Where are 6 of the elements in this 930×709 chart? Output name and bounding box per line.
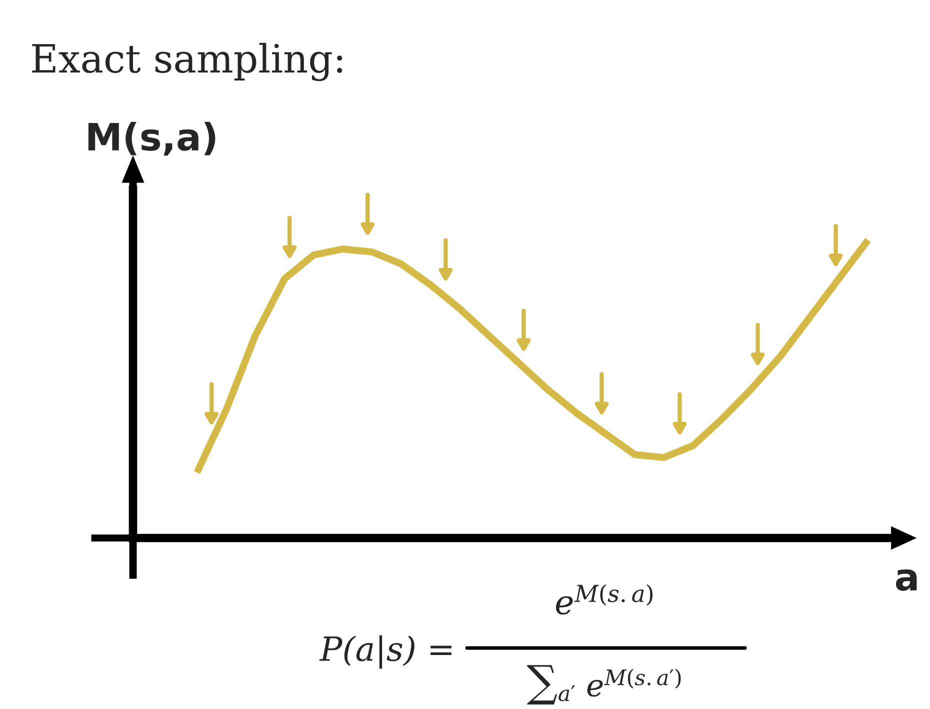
x-axis-title: a (896, 569, 917, 591)
y-axis-title: M(s,a) (88, 122, 216, 156)
text: P(a|s) = (319, 635, 452, 669)
text: e$^{M(s.a)}$ (556, 584, 653, 615)
chart-title: Exact sampling: (32, 42, 342, 82)
text: ∑$_{a′}$ e$^{M(s.a′)}$ (527, 665, 681, 705)
